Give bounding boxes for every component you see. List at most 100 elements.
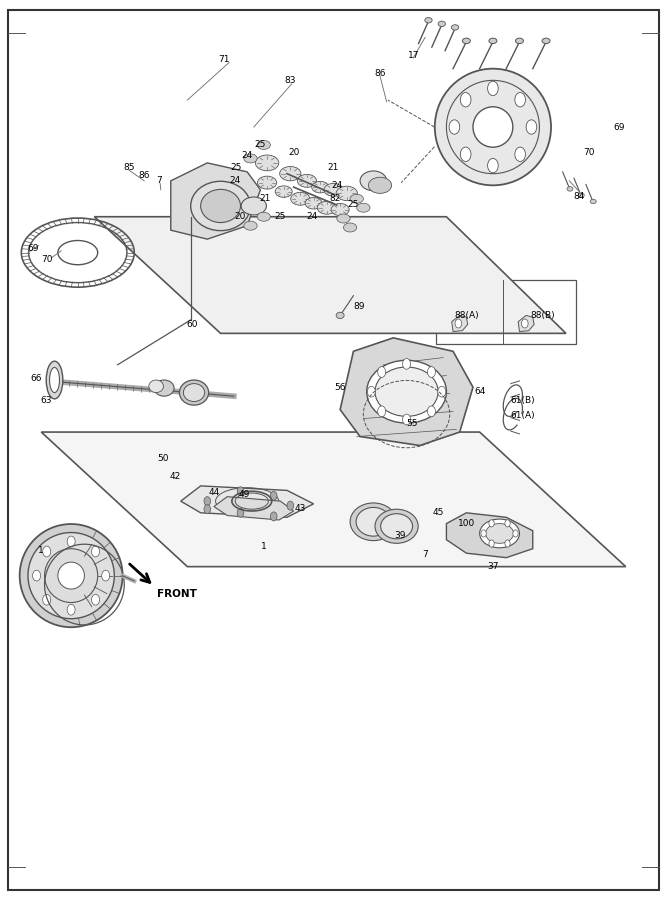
Text: 25: 25	[255, 140, 266, 149]
Ellipse shape	[58, 562, 85, 590]
Text: 49: 49	[238, 491, 249, 500]
Text: 43: 43	[295, 504, 306, 513]
Circle shape	[101, 571, 109, 581]
Ellipse shape	[46, 361, 63, 399]
Circle shape	[237, 508, 244, 518]
Polygon shape	[518, 315, 534, 331]
Polygon shape	[446, 513, 533, 558]
Polygon shape	[171, 163, 260, 239]
Ellipse shape	[375, 367, 438, 417]
Circle shape	[91, 594, 99, 605]
Text: 37: 37	[487, 562, 499, 572]
Text: 24: 24	[331, 181, 342, 190]
Circle shape	[481, 530, 486, 537]
Circle shape	[378, 406, 386, 417]
Text: 17: 17	[408, 50, 419, 59]
Text: 66: 66	[31, 374, 42, 382]
Text: 44: 44	[208, 488, 219, 497]
Circle shape	[460, 147, 471, 161]
Polygon shape	[94, 217, 566, 333]
Circle shape	[91, 546, 99, 557]
Ellipse shape	[344, 223, 357, 232]
Circle shape	[505, 520, 510, 526]
Text: 64: 64	[474, 387, 486, 396]
Circle shape	[522, 319, 528, 328]
Text: 69: 69	[614, 122, 625, 131]
Text: 50: 50	[157, 454, 169, 464]
Ellipse shape	[244, 154, 257, 163]
Text: 85: 85	[124, 163, 135, 172]
Text: 1: 1	[261, 542, 267, 551]
Ellipse shape	[425, 17, 432, 22]
Text: 89: 89	[353, 302, 364, 310]
Ellipse shape	[381, 514, 413, 539]
Text: 84: 84	[574, 193, 585, 202]
Ellipse shape	[350, 503, 397, 541]
Ellipse shape	[291, 193, 310, 205]
Text: 7: 7	[157, 176, 162, 185]
Text: 42: 42	[170, 472, 181, 482]
Circle shape	[237, 487, 244, 496]
Circle shape	[488, 81, 498, 95]
Ellipse shape	[179, 380, 209, 405]
Ellipse shape	[154, 380, 174, 396]
Text: 1: 1	[39, 546, 44, 555]
Text: 24: 24	[307, 212, 318, 221]
Text: 88(A): 88(A)	[454, 310, 479, 320]
Ellipse shape	[360, 171, 387, 191]
Polygon shape	[452, 315, 468, 331]
Ellipse shape	[473, 107, 513, 148]
Circle shape	[460, 93, 471, 107]
Text: 24: 24	[229, 176, 241, 185]
Ellipse shape	[244, 221, 257, 230]
Text: 60: 60	[186, 320, 198, 328]
Circle shape	[403, 358, 411, 369]
Text: 7: 7	[422, 551, 428, 560]
Ellipse shape	[241, 197, 266, 215]
Ellipse shape	[19, 524, 123, 627]
Ellipse shape	[452, 24, 459, 30]
Ellipse shape	[578, 193, 584, 197]
Ellipse shape	[324, 184, 343, 196]
Text: 25: 25	[275, 212, 286, 221]
Circle shape	[43, 594, 51, 605]
Circle shape	[515, 147, 526, 161]
FancyBboxPatch shape	[436, 280, 576, 344]
Ellipse shape	[331, 203, 350, 216]
Text: 25: 25	[230, 163, 241, 172]
Circle shape	[43, 546, 51, 557]
Text: 24: 24	[241, 151, 253, 160]
Ellipse shape	[257, 212, 270, 221]
Text: 20: 20	[288, 148, 299, 157]
Circle shape	[403, 414, 411, 425]
Circle shape	[67, 604, 75, 615]
Circle shape	[428, 366, 436, 377]
Ellipse shape	[480, 519, 520, 548]
Ellipse shape	[305, 197, 322, 209]
Polygon shape	[41, 432, 626, 567]
Ellipse shape	[435, 68, 551, 185]
Ellipse shape	[317, 202, 336, 214]
Ellipse shape	[489, 38, 497, 43]
Ellipse shape	[367, 360, 446, 423]
Ellipse shape	[462, 38, 470, 43]
Ellipse shape	[375, 509, 418, 544]
Ellipse shape	[191, 181, 251, 230]
Ellipse shape	[255, 155, 279, 171]
Ellipse shape	[567, 186, 573, 191]
Ellipse shape	[336, 186, 358, 201]
Text: 70: 70	[584, 148, 595, 157]
Text: 69: 69	[27, 244, 39, 253]
Text: 82: 82	[329, 194, 341, 203]
Circle shape	[513, 530, 518, 537]
Text: 70: 70	[41, 256, 52, 265]
Ellipse shape	[337, 214, 350, 223]
Text: 20: 20	[235, 212, 246, 221]
Text: 39: 39	[394, 531, 406, 540]
Ellipse shape	[149, 380, 163, 392]
Ellipse shape	[542, 38, 550, 43]
Text: 55: 55	[406, 418, 418, 427]
Text: 88(B): 88(B)	[530, 310, 555, 320]
Circle shape	[489, 540, 494, 547]
Ellipse shape	[257, 140, 270, 149]
